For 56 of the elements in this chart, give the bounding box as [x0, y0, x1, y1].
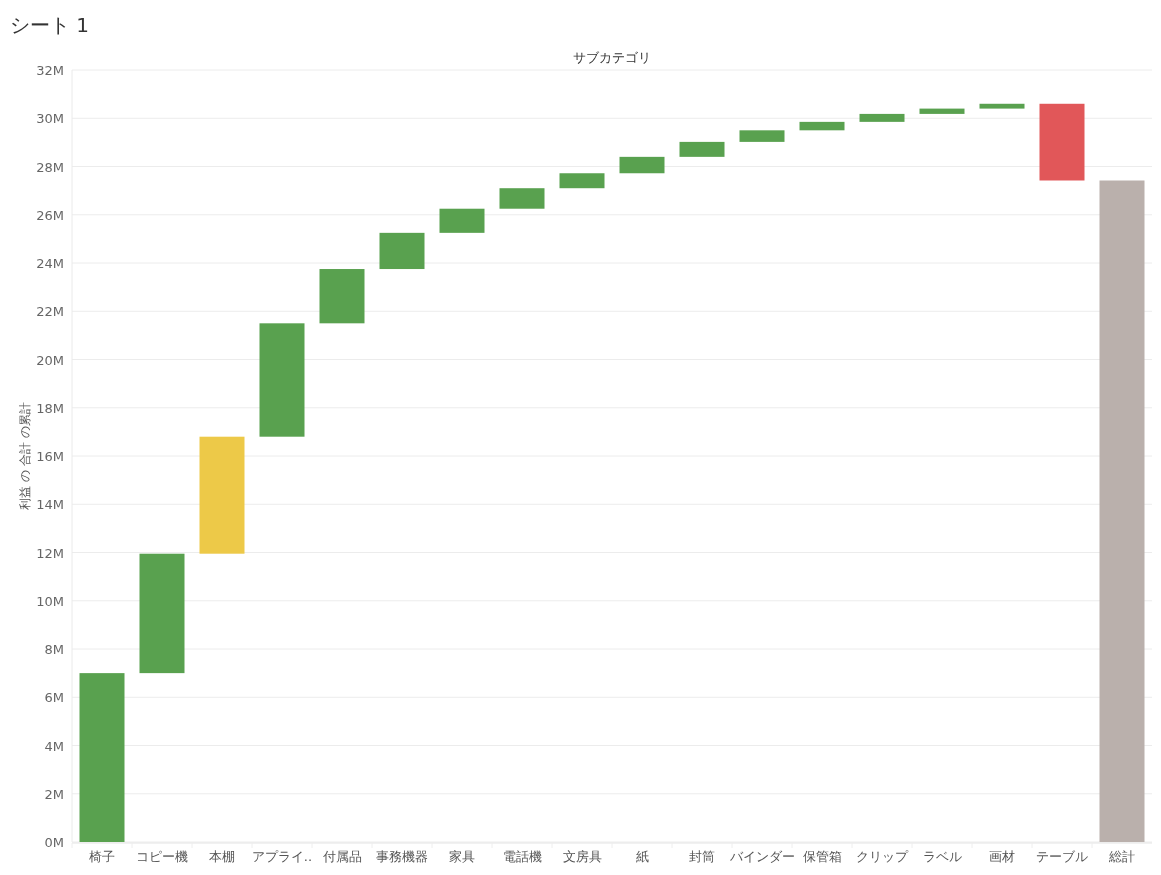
bar	[799, 121, 845, 131]
y-tick-label: 22M	[36, 304, 64, 320]
x-tick-label: 封筒	[689, 849, 715, 864]
y-tick-label: 30M	[36, 111, 64, 127]
y-tick-label: 20M	[36, 352, 64, 368]
chart-title: シート 1	[10, 13, 90, 37]
x-tick-label: 付属品	[321, 849, 362, 864]
bar	[79, 673, 125, 842]
bar	[739, 130, 785, 142]
bar	[979, 103, 1025, 109]
bar	[619, 156, 665, 174]
y-tick-label: 18M	[36, 400, 64, 416]
bar	[139, 553, 185, 674]
y-tick-label: 28M	[36, 159, 64, 175]
bar	[1099, 180, 1145, 842]
bar	[199, 436, 245, 554]
bar	[919, 108, 965, 114]
bar	[1039, 103, 1085, 181]
bar	[679, 141, 725, 157]
x-tick-label: ラベル	[922, 849, 962, 864]
y-tick-label: 6M	[44, 690, 64, 706]
y-tick-label: 14M	[36, 497, 64, 513]
x-tick-label: 椅子	[89, 849, 115, 864]
bar	[499, 188, 545, 209]
bar	[379, 232, 425, 270]
y-axis-title: 利益 の 合計 の累計	[18, 402, 32, 510]
x-tick-label: テーブル	[1036, 849, 1088, 864]
y-tick-label: 26M	[36, 207, 64, 223]
x-tick-label: 紙	[635, 849, 649, 864]
x-tick-label: 画材	[989, 849, 1015, 864]
y-tick-label: 2M	[44, 786, 64, 802]
x-tick-label: 本棚	[209, 849, 235, 864]
x-tick-label: バインダー	[728, 849, 795, 864]
x-tick-label: コピー機	[136, 849, 188, 864]
bar	[319, 269, 365, 324]
y-tick-label: 10M	[36, 593, 64, 609]
x-tick-label: 保管箱	[802, 849, 842, 864]
bar	[439, 208, 485, 233]
bar	[259, 323, 305, 437]
x-tick-label: 事務機器	[376, 849, 428, 864]
x-tick-label: アプライ..	[251, 849, 313, 864]
x-tick-label: 文房具	[562, 849, 602, 864]
y-tick-label: 32M	[36, 63, 64, 78]
bar	[859, 113, 905, 122]
y-tick-label: 8M	[44, 642, 64, 657]
x-tick-label: 家具	[449, 849, 475, 864]
x-axis-title: サブカテゴリ	[573, 50, 651, 65]
y-tick-label: 16M	[36, 449, 64, 464]
y-tick-label: 24M	[36, 256, 64, 271]
x-tick-label: クリップ	[856, 849, 909, 864]
x-tick-label: 総計	[1108, 849, 1135, 864]
y-tick-label: 4M	[44, 738, 64, 754]
x-tick-label: 電話機	[502, 849, 542, 864]
y-tick-label: 12M	[36, 545, 64, 561]
y-tick-label: 0M	[44, 835, 64, 850]
bar	[559, 173, 605, 189]
